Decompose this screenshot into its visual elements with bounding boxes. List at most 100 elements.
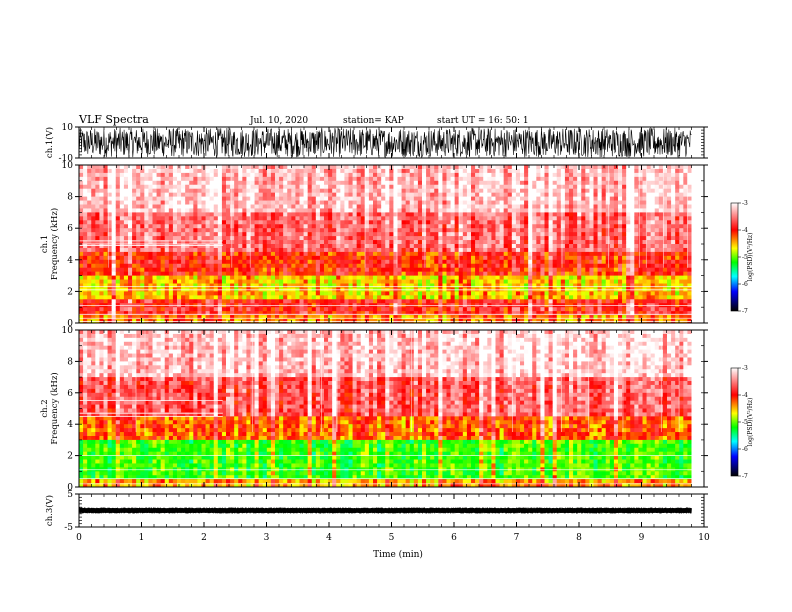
ch-1-cell bbox=[328, 176, 333, 182]
ch-1-cell bbox=[332, 267, 337, 273]
ch-1-cell bbox=[548, 212, 554, 217]
ch-1-cell bbox=[540, 184, 545, 190]
ch-1-cell bbox=[283, 236, 288, 241]
ch-1-cell bbox=[230, 263, 235, 269]
ch-1-cell bbox=[385, 295, 390, 300]
ch-1-cell bbox=[426, 247, 431, 253]
ch-1-cell bbox=[532, 224, 537, 229]
ch-1-cell bbox=[246, 271, 251, 276]
ch-1-cell bbox=[430, 271, 435, 276]
ch-1-cell bbox=[307, 263, 313, 269]
ch-1-cell bbox=[413, 271, 419, 276]
ch-1-cell bbox=[450, 299, 456, 304]
ch-1-cell bbox=[556, 224, 562, 229]
ch-1-cell bbox=[438, 212, 443, 217]
ch-1-cell bbox=[560, 168, 566, 174]
ch-1-cell bbox=[197, 279, 202, 284]
ch-1-cell bbox=[524, 168, 529, 174]
ch-1-cell bbox=[172, 196, 178, 201]
ch-1-cell bbox=[540, 315, 545, 320]
ch-1-cell bbox=[209, 279, 215, 284]
ch-1-cell bbox=[307, 180, 313, 186]
ch-1-cell bbox=[172, 311, 178, 316]
ch-1-cell bbox=[426, 251, 431, 257]
ch-1-cell bbox=[226, 224, 231, 229]
ch-1-cell bbox=[544, 220, 549, 225]
ch-1-cell bbox=[168, 279, 174, 284]
ch-1-cell bbox=[217, 220, 223, 225]
ch-1-cell bbox=[368, 216, 374, 221]
ch-1-cell bbox=[581, 267, 586, 273]
ch-1-cell bbox=[213, 311, 219, 316]
ch-1-cell bbox=[360, 200, 366, 205]
ch-1-cell bbox=[95, 228, 100, 233]
ch-1-cell bbox=[266, 267, 272, 273]
ch-1-cell bbox=[119, 279, 125, 284]
ch-1-cell bbox=[221, 251, 227, 257]
ch-1-cell bbox=[319, 259, 325, 265]
ch-1-cell bbox=[152, 291, 157, 296]
ch-1-cell bbox=[250, 196, 255, 201]
ch-1-cell bbox=[336, 184, 341, 190]
ch-1-cell bbox=[332, 184, 337, 190]
ch-1-cell bbox=[573, 212, 578, 217]
ch-1-cell bbox=[524, 271, 529, 276]
ch-1-cell bbox=[364, 311, 370, 316]
ch-1-cell bbox=[128, 267, 133, 273]
ch-1-cell bbox=[503, 228, 509, 233]
ch-1-cell bbox=[352, 295, 358, 300]
ch-1-cell bbox=[160, 236, 166, 241]
ch-1-cell bbox=[291, 172, 296, 178]
ch-1-cell bbox=[344, 275, 349, 280]
ch-1-cell bbox=[417, 271, 423, 276]
ch-1-cell bbox=[266, 240, 272, 245]
ch-1-cell bbox=[491, 255, 496, 261]
ch-1-cell bbox=[177, 168, 182, 174]
ch-1-cell bbox=[352, 212, 358, 217]
ch-1-cell bbox=[503, 267, 509, 273]
ch-1-cell bbox=[413, 236, 419, 241]
ch-1-cell bbox=[511, 180, 517, 186]
ch-1-cell bbox=[511, 263, 517, 269]
ch-1-cell bbox=[348, 168, 353, 174]
ch-1-cell bbox=[446, 165, 451, 170]
ch-1-cell bbox=[315, 307, 321, 312]
ch-1-cell bbox=[279, 176, 284, 182]
ch-1-cell bbox=[560, 279, 566, 284]
ch-1-cell bbox=[389, 236, 394, 241]
chart-title: VLF Spectra bbox=[78, 113, 149, 126]
ch-1-cell bbox=[303, 307, 309, 312]
ch-1-cell bbox=[172, 165, 178, 170]
ch-1-cell bbox=[511, 275, 517, 280]
ch-1-cell bbox=[156, 299, 162, 304]
ch-1-cell bbox=[144, 299, 149, 304]
ch-1-cell bbox=[246, 172, 251, 178]
ch-1-cell bbox=[254, 192, 260, 197]
ch-1-cell bbox=[140, 165, 145, 170]
ch-1-cell bbox=[79, 244, 84, 249]
ch-1-cell bbox=[119, 251, 125, 257]
ch-1-cell bbox=[352, 244, 358, 249]
ch-1-cell bbox=[466, 220, 472, 225]
ch-1-cell bbox=[119, 236, 125, 241]
ch-1-cell bbox=[434, 212, 439, 217]
ch-1-cell bbox=[475, 263, 480, 269]
ch-1-cell bbox=[299, 176, 304, 182]
ch-1-cell bbox=[503, 271, 509, 276]
ch-1-cell bbox=[381, 224, 386, 229]
ch-1-cell bbox=[193, 295, 198, 300]
ch-1-cell bbox=[262, 251, 268, 257]
ch-1-cell bbox=[352, 192, 358, 197]
ch-1-cell bbox=[430, 172, 435, 178]
ch-1-cell bbox=[340, 192, 345, 197]
ch-1-cell bbox=[360, 208, 366, 213]
ch-1-cell bbox=[168, 244, 174, 249]
ch-1-cell bbox=[515, 200, 521, 205]
ch-1-cell bbox=[299, 291, 304, 296]
ch-1-cell bbox=[111, 283, 117, 288]
ch-1-cell bbox=[348, 236, 353, 241]
ch-1-cell bbox=[487, 251, 492, 257]
ch-1-cell bbox=[307, 188, 313, 194]
ch-1-cell bbox=[111, 216, 117, 221]
ch-1-cell bbox=[250, 208, 255, 213]
